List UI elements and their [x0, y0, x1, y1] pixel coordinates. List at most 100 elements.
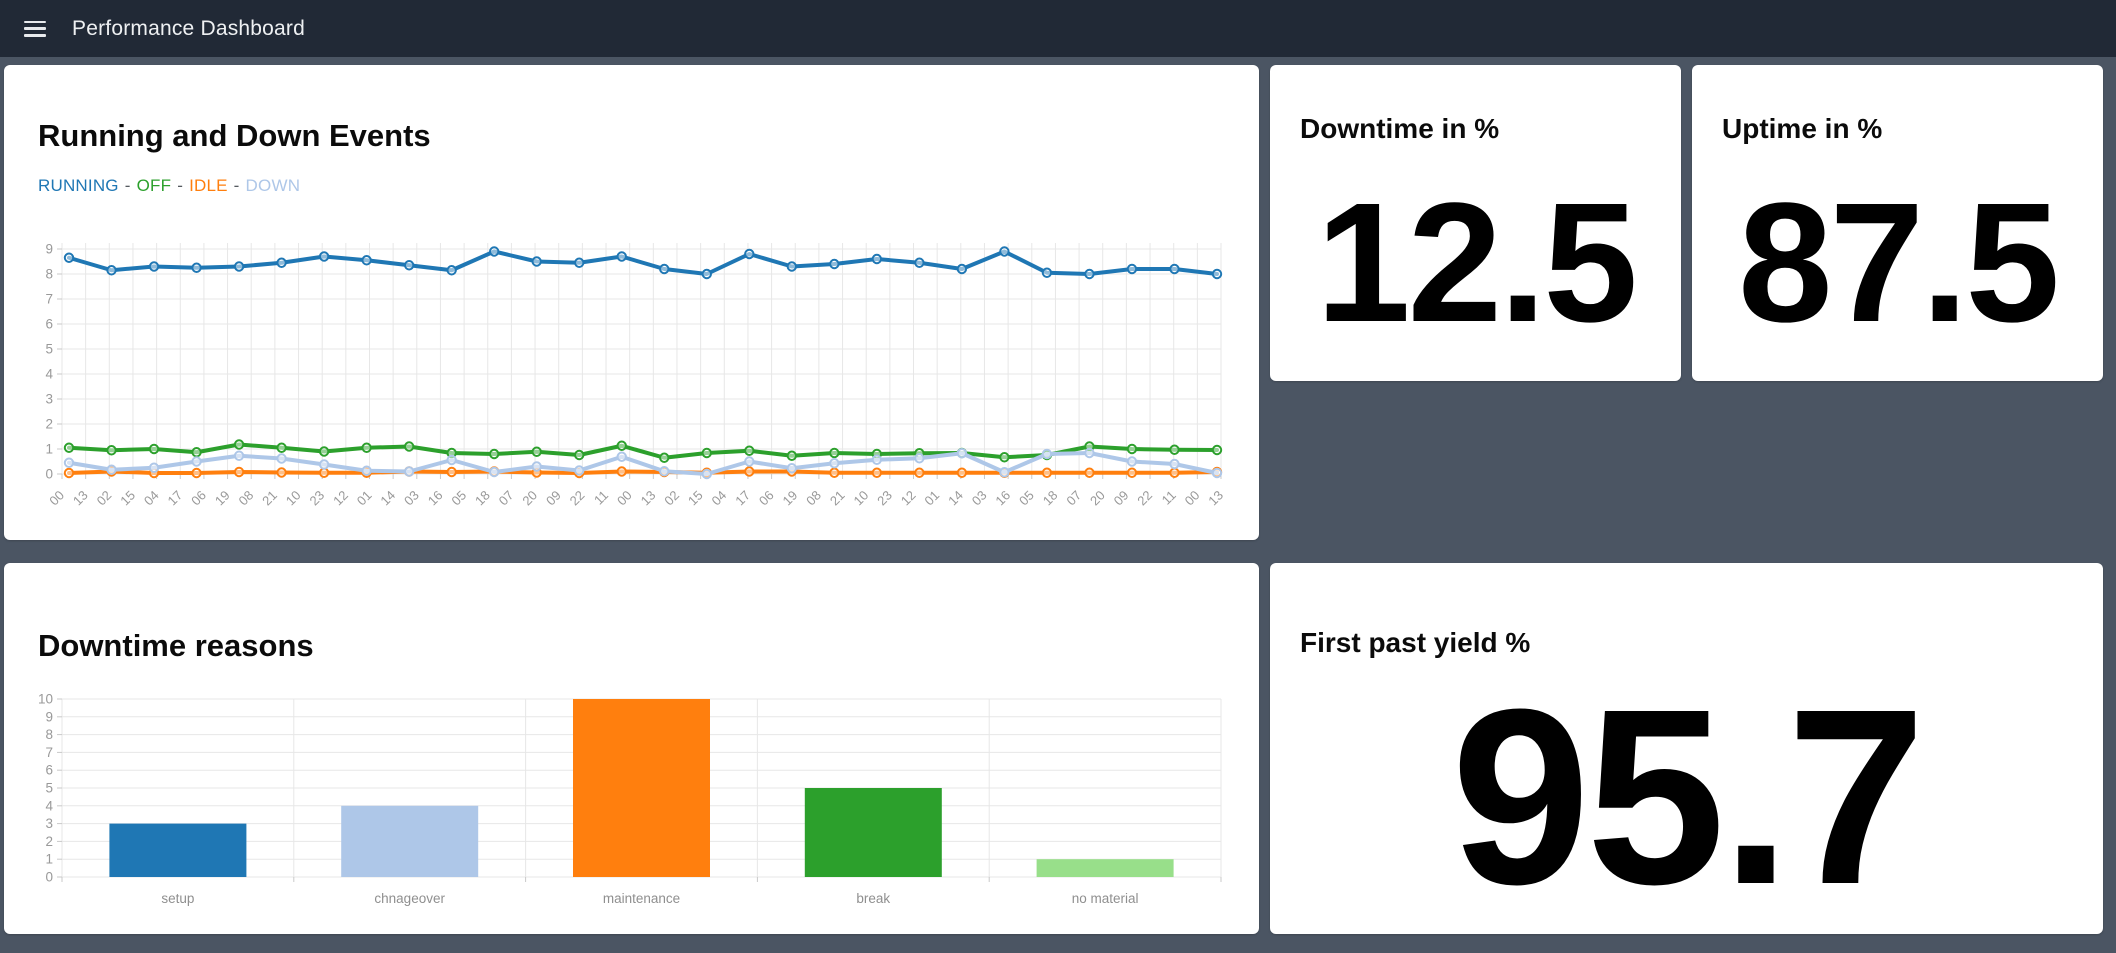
x-axis-category-label: setup: [161, 891, 194, 906]
x-axis-label: 10: [850, 488, 871, 509]
x-axis-label: 06: [188, 488, 209, 509]
data-point-running: [191, 262, 202, 273]
y-axis-label: 10: [38, 693, 53, 707]
app-title: Performance Dashboard: [72, 16, 305, 40]
downtime-reasons-panel: Downtime reasons 0 1 2 3 4 5 6 7 8 9 10 setup chnage…: [4, 563, 1259, 934]
y-axis-label: 0: [45, 467, 53, 482]
legend-item-idle: IDLE: [189, 176, 228, 195]
data-point-off: [1211, 444, 1223, 456]
x-axis-label: 01: [354, 488, 375, 509]
uptime-percent-card: Uptime in % 87.5: [1692, 65, 2103, 381]
data-point-idle: [233, 466, 245, 478]
data-point-off: [744, 445, 755, 456]
y-axis-label: 8: [45, 267, 53, 282]
data-point-running: [488, 246, 500, 257]
data-point-down: [1126, 456, 1138, 467]
y-axis-label: 5: [45, 342, 53, 357]
data-point-down: [871, 454, 883, 465]
data-point-off: [574, 449, 585, 461]
data-point-off: [829, 447, 840, 459]
data-point-running: [999, 246, 1010, 257]
y-axis-label: 2: [45, 417, 53, 432]
data-point-off: [106, 445, 117, 456]
x-axis-label: 13: [1205, 488, 1225, 509]
data-point-running: [233, 261, 245, 272]
x-axis-label: 03: [969, 488, 990, 509]
x-axis-label: 19: [780, 488, 801, 509]
data-point-down: [1211, 467, 1223, 479]
y-axis-label: 0: [45, 870, 53, 885]
y-axis-label: 7: [45, 745, 53, 760]
data-point-down: [191, 456, 202, 467]
data-point-off: [233, 439, 245, 450]
x-axis-label: 07: [496, 488, 517, 509]
data-point-idle: [616, 466, 627, 477]
data-point-idle: [1126, 467, 1138, 478]
x-axis-label: 00: [1182, 488, 1203, 509]
x-axis-label: 20: [519, 488, 540, 509]
x-axis-label: 05: [1016, 488, 1037, 509]
hamburger-bar: [24, 27, 46, 30]
data-point-down: [488, 466, 500, 478]
x-axis-label: 16: [992, 488, 1013, 509]
data-point-down: [999, 467, 1010, 478]
y-axis-label: 8: [45, 727, 53, 742]
data-point-down: [701, 468, 712, 480]
data-point-down: [361, 465, 372, 476]
dashboard-grid: Running and Down Events RUNNING - OFF - IDLE…: [0, 57, 2116, 934]
data-point-running: [659, 263, 670, 275]
data-point-idle: [191, 467, 202, 479]
data-point-off: [616, 440, 627, 451]
x-axis-label: 01: [921, 488, 942, 509]
x-axis-label: 12: [330, 488, 351, 509]
data-point-down: [1169, 458, 1180, 470]
data-point-down: [744, 456, 755, 467]
y-axis-label: 3: [45, 392, 53, 407]
hamburger-bar: [24, 20, 46, 23]
y-axis-label: 1: [45, 852, 53, 867]
data-point-down: [659, 466, 670, 477]
data-point-down: [574, 465, 585, 476]
x-axis-label: 02: [94, 488, 115, 509]
data-point-running: [701, 268, 712, 280]
data-point-down: [233, 450, 245, 461]
x-axis-label: 15: [685, 488, 706, 509]
data-point-down: [616, 451, 627, 462]
data-point-running: [531, 256, 542, 267]
downtime-percent-value-area: 12.5: [1300, 145, 1651, 381]
data-point-down: [531, 461, 542, 472]
running-events-title: Running and Down Events: [38, 118, 431, 153]
data-point-down: [956, 448, 968, 459]
data-point-idle: [1084, 467, 1095, 478]
bar-maintenance: [573, 699, 710, 877]
first-pass-yield-value-area: 95.7: [1300, 659, 2073, 934]
x-axis-label: 13: [638, 488, 659, 509]
data-point-off: [361, 442, 372, 453]
x-axis-label: 23: [306, 488, 327, 509]
data-point-down: [276, 453, 287, 464]
data-point-idle: [956, 467, 968, 478]
hamburger-menu-icon[interactable]: [24, 20, 46, 37]
data-point-running: [1169, 263, 1180, 275]
data-point-idle: [914, 467, 925, 478]
x-axis-label: 08: [236, 488, 257, 509]
x-axis-label: 14: [945, 488, 966, 509]
x-axis-label: 16: [425, 488, 446, 509]
y-axis-label: 6: [45, 763, 53, 778]
data-point-off: [488, 448, 500, 460]
x-axis-label: 21: [259, 488, 280, 509]
data-point-idle: [829, 467, 840, 478]
data-point-off: [999, 452, 1010, 463]
data-point-down: [106, 464, 117, 475]
x-axis-label: 05: [448, 488, 469, 509]
x-axis-label: 04: [709, 488, 730, 509]
data-point-down: [148, 462, 160, 473]
data-point-idle: [318, 467, 330, 478]
data-point-off: [191, 447, 202, 458]
data-point-running: [276, 257, 287, 268]
data-point-down: [1084, 447, 1095, 459]
data-point-idle: [1041, 467, 1053, 478]
y-axis-label: 9: [45, 242, 53, 257]
data-point-running: [318, 251, 330, 262]
x-axis-label: 15: [117, 488, 138, 509]
